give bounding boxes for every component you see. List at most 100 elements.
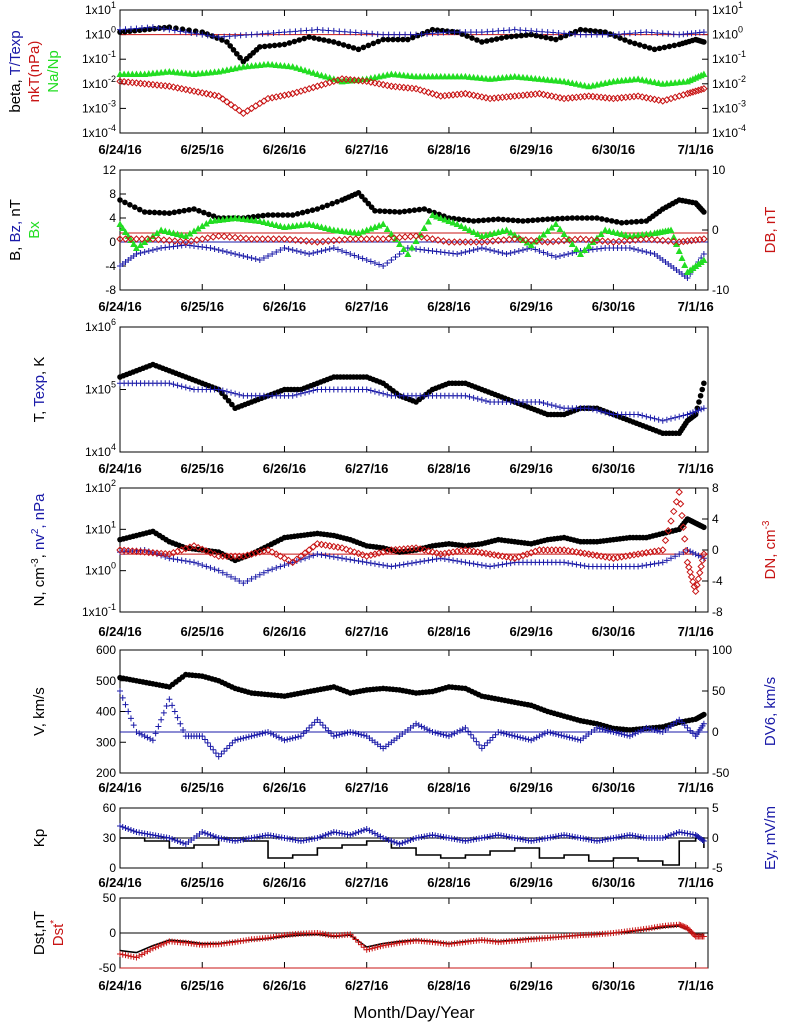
data-point [201, 830, 208, 836]
data-point [317, 540, 326, 549]
data-point [133, 25, 140, 32]
data-point [474, 230, 482, 237]
data-point [667, 832, 674, 838]
data-point [319, 204, 326, 210]
data-point [158, 941, 165, 948]
data-point [670, 507, 678, 516]
data-point [461, 89, 470, 98]
left-axis-label: Kp [31, 829, 48, 847]
data-point [210, 746, 217, 753]
data-point [478, 93, 486, 101]
data-point [141, 238, 149, 245]
data-point [676, 551, 683, 558]
date-label: 6/26/16 [263, 624, 306, 639]
left-tick-label: 4 [109, 211, 116, 225]
data-point [302, 237, 311, 245]
data-point [548, 224, 556, 231]
data-point [151, 209, 158, 216]
data-point [522, 735, 529, 742]
data-point [437, 555, 444, 562]
data-point [256, 257, 263, 263]
data-point [445, 556, 452, 563]
data-point [479, 39, 485, 45]
data-point [144, 24, 151, 31]
data-point [206, 90, 215, 99]
data-point [182, 558, 189, 565]
data-point [268, 94, 276, 102]
data-point [305, 220, 313, 227]
data-point [161, 227, 169, 234]
data-point [474, 92, 482, 100]
data-point [462, 29, 469, 36]
data-point [193, 30, 200, 37]
data-point [145, 235, 153, 242]
data-point [482, 246, 489, 252]
data-point [297, 552, 305, 560]
data-point [325, 542, 334, 550]
right-tick-label: 1x100 [712, 25, 743, 42]
data-point [204, 234, 212, 242]
data-point [297, 249, 304, 255]
data-point [243, 734, 250, 741]
right-tick-label: 1x10-4 [712, 123, 746, 140]
data-point [503, 34, 510, 40]
data-point [326, 225, 334, 232]
data-point [210, 91, 219, 99]
data-point [138, 235, 146, 243]
data-point [582, 235, 590, 244]
data-point [225, 397, 232, 404]
data-point [313, 540, 322, 548]
data-point [211, 246, 218, 252]
panel-p5: 6/24/16 6/25/16 6/26/16 6/27/16 6/28/16 6/29/… [31, 643, 779, 795]
data-point [219, 390, 225, 397]
data-point [351, 252, 358, 259]
data-point [525, 217, 531, 224]
data-point [689, 730, 696, 737]
data-point [517, 27, 524, 34]
data-point [478, 29, 485, 36]
data-point [667, 517, 675, 525]
data-point [661, 536, 670, 545]
data-point [390, 234, 398, 242]
data-point [548, 546, 556, 554]
data-point [495, 216, 502, 222]
data-point [155, 943, 162, 950]
data-point [355, 939, 362, 946]
data-point [456, 727, 463, 734]
data-point [339, 248, 346, 254]
date-label: 6/30/16 [592, 299, 635, 314]
data-point [178, 557, 185, 564]
data-point [657, 728, 664, 735]
data-point [366, 827, 373, 834]
data-point [319, 237, 327, 246]
data-point [488, 37, 495, 43]
data-point [293, 64, 301, 71]
data-point [461, 224, 469, 231]
data-point [472, 238, 481, 246]
data-point [602, 29, 609, 35]
data-point [467, 238, 475, 246]
data-point [648, 29, 655, 36]
data-point [470, 228, 478, 235]
data-point [610, 729, 617, 735]
data-point [350, 229, 358, 236]
data-point [311, 719, 318, 726]
data-point [314, 26, 321, 33]
right-tick-label: 1x101 [712, 0, 743, 17]
data-point [160, 940, 167, 947]
data-point [335, 40, 342, 47]
left-tick-label: 8 [109, 187, 116, 201]
data-point [670, 831, 677, 837]
data-point [544, 401, 551, 408]
data-point [513, 33, 520, 39]
data-point [465, 217, 472, 224]
data-point [554, 237, 563, 245]
data-point [618, 230, 626, 237]
data-point [232, 251, 239, 257]
date-label: 6/26/16 [263, 142, 306, 157]
series-black [117, 190, 707, 226]
data-point [527, 236, 535, 245]
data-point [424, 726, 431, 733]
data-point [377, 943, 384, 950]
data-point [374, 944, 381, 950]
